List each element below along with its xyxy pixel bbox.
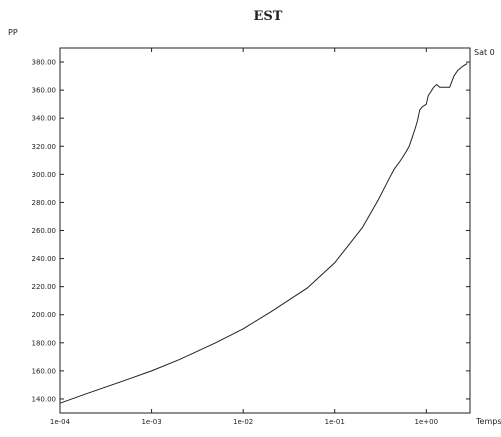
x-axis-label: Temps xyxy=(475,417,501,426)
x-tick-label: 1e-03 xyxy=(141,418,161,426)
y-tick-label: 360.00 xyxy=(32,87,57,95)
y-tick-label: 140.00 xyxy=(32,395,57,403)
series-line xyxy=(59,62,468,404)
y-tick-label: 240.00 xyxy=(32,255,57,263)
y-tick-label: 380.00 xyxy=(32,59,57,67)
y-tick-label: 180.00 xyxy=(32,339,57,347)
y-axis-label: PP xyxy=(8,28,18,37)
x-tick-label: 1e+00 xyxy=(415,418,439,426)
y-tick-label: 160.00 xyxy=(32,367,57,375)
y-tick-label: 260.00 xyxy=(32,227,57,235)
y-tick-label: 220.00 xyxy=(32,283,57,291)
series-label: Sat 0 xyxy=(474,48,495,57)
x-tick-label: 1e-01 xyxy=(325,418,345,426)
y-tick-label: 320.00 xyxy=(32,143,57,151)
axis-ticks: 1e-04 1e-03 1e-02 1e-01 1e+00 140.00 160.00 180… xyxy=(32,48,470,426)
chart-title: EST xyxy=(254,9,283,24)
y-tick-label: 300.00 xyxy=(32,171,57,179)
plot-frame xyxy=(59,47,471,414)
x-tick-label: 1e-02 xyxy=(233,418,253,426)
y-tick-label: 200.00 xyxy=(32,311,57,319)
x-tick-label: 1e-04 xyxy=(50,418,71,426)
y-tick-label: 280.00 xyxy=(32,199,57,207)
y-tick-label: 340.00 xyxy=(32,115,57,123)
series-marks xyxy=(59,62,468,404)
